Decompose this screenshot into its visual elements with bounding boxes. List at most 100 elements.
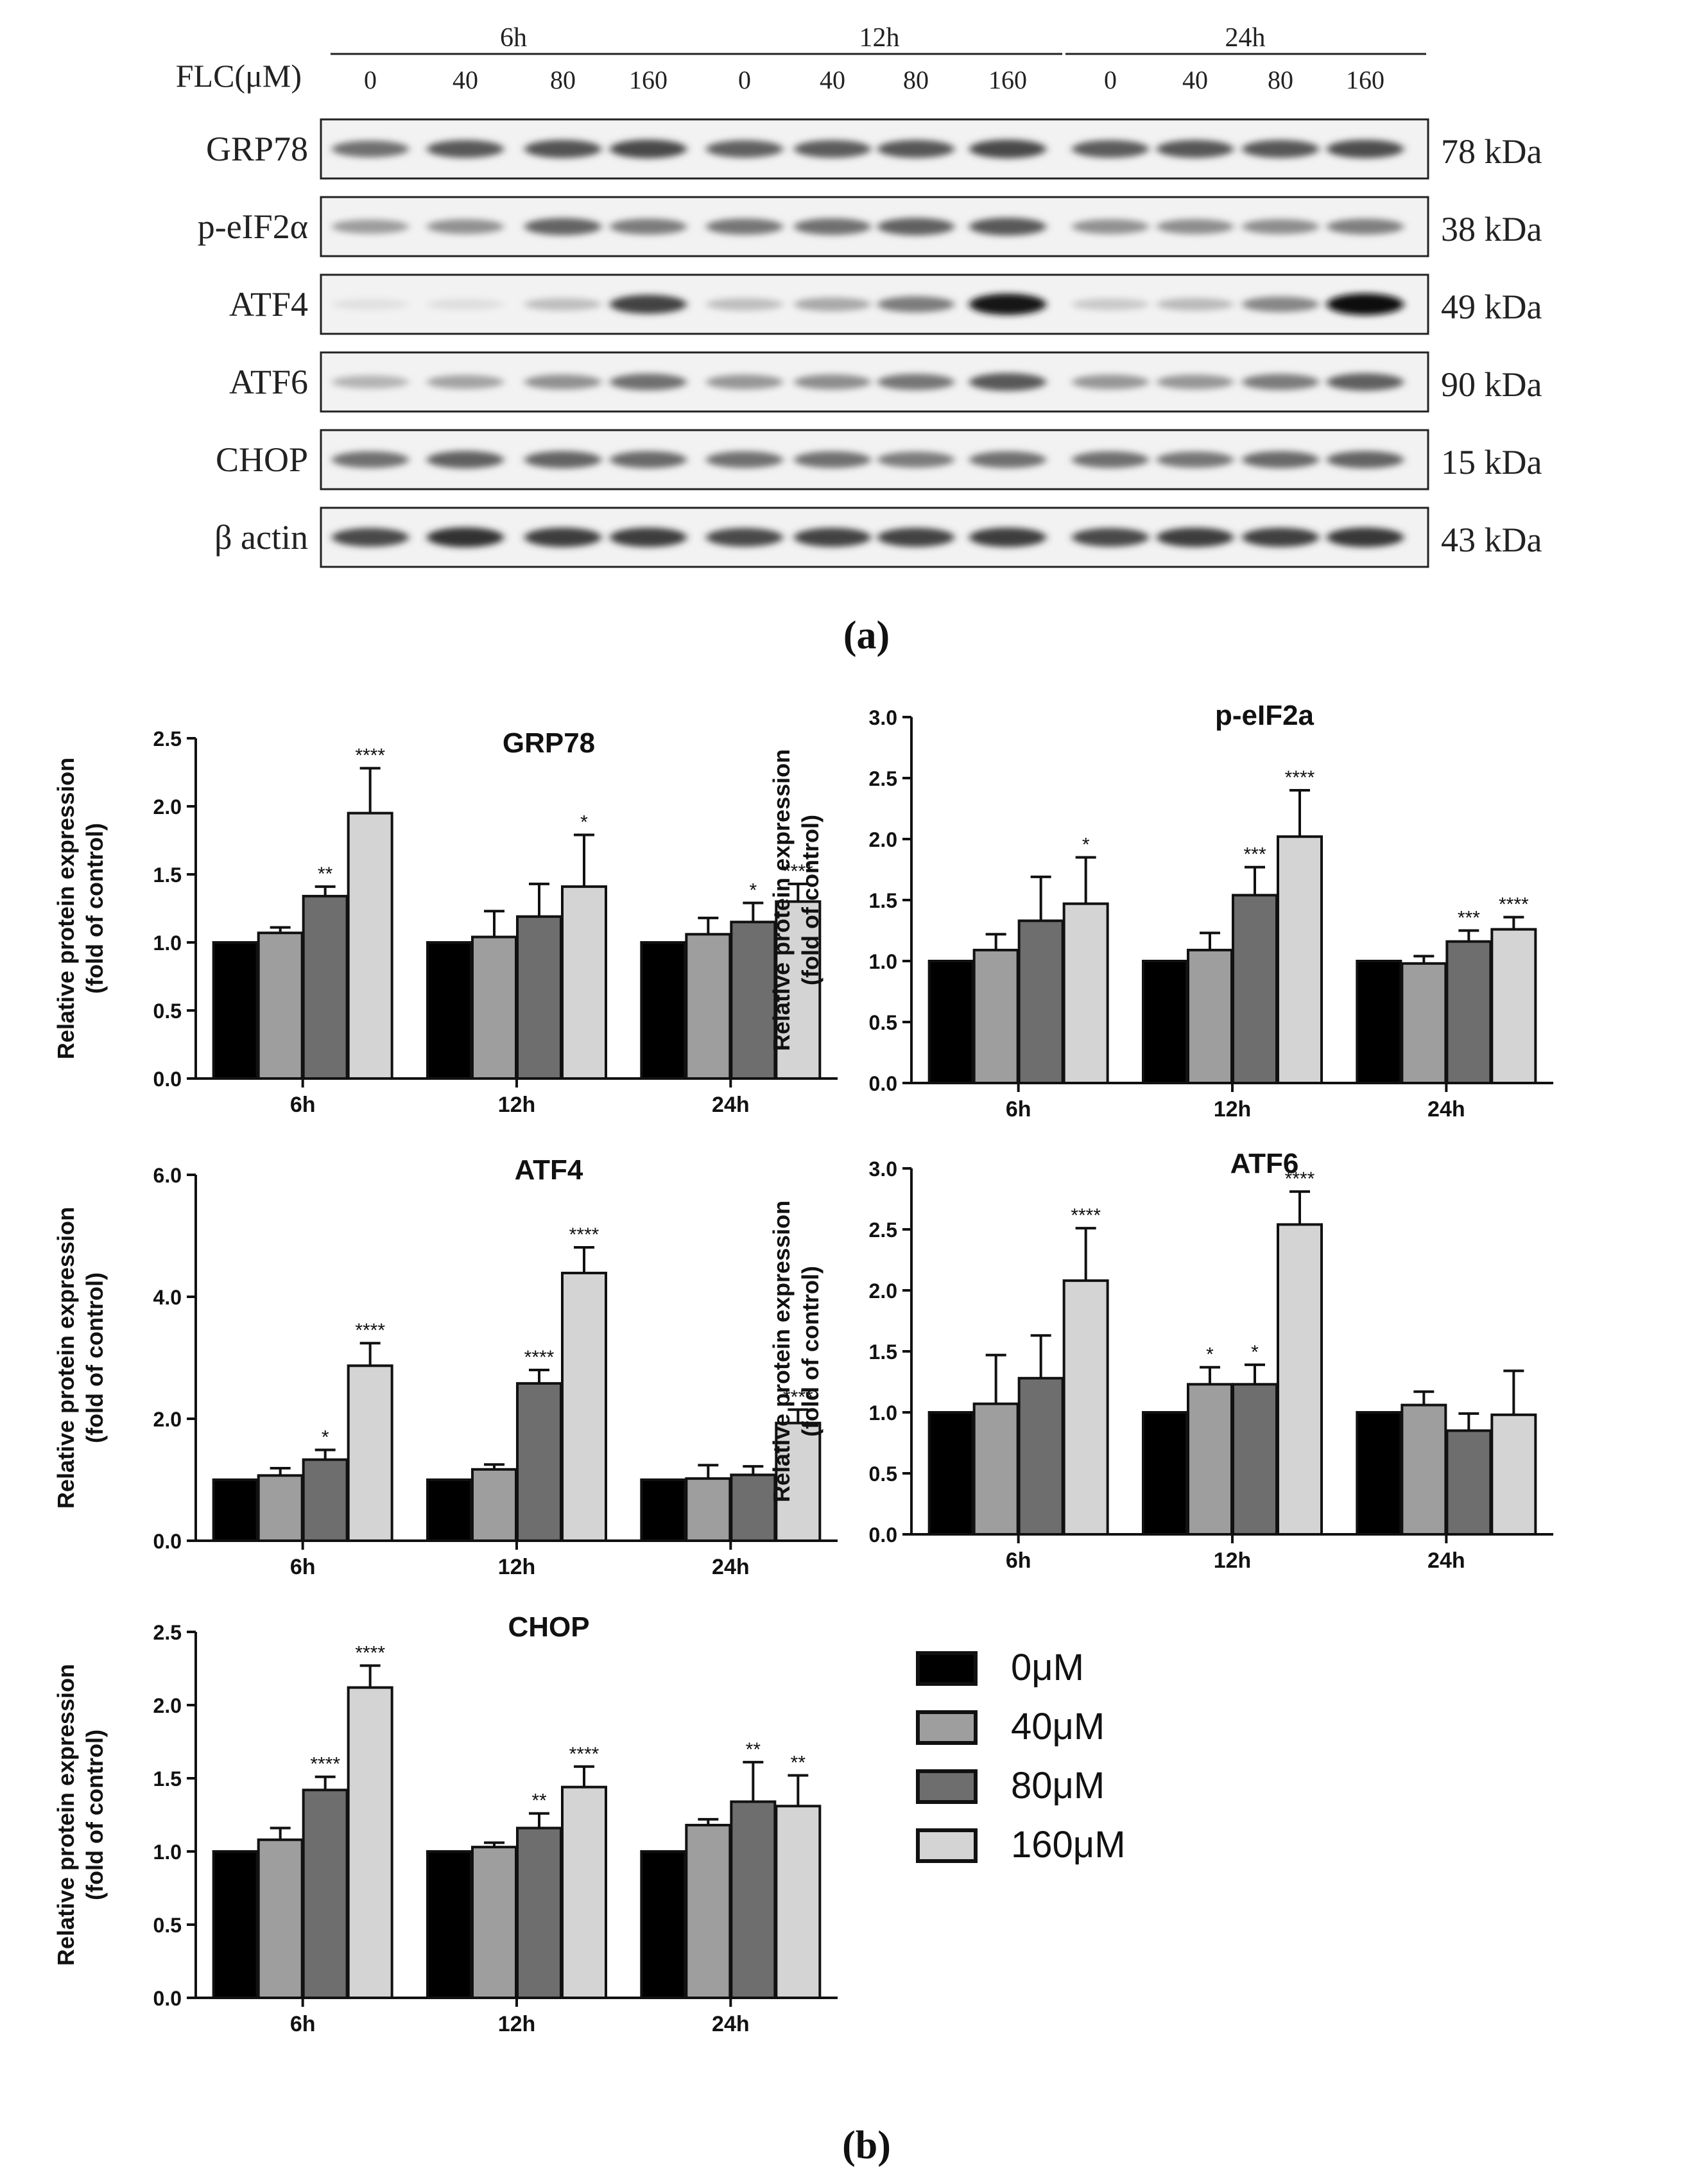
x-tick-label: 12h: [1214, 1097, 1252, 1122]
blot-band: [1157, 298, 1234, 311]
legend-entry: 80μM: [916, 1765, 1105, 1807]
blot-band: [969, 373, 1046, 391]
y-tick-label: 2.5: [869, 1218, 897, 1242]
blot-band: [1327, 293, 1404, 315]
y-tick-label: 0.0: [869, 1523, 897, 1547]
bar: [302, 1458, 349, 1542]
y-tick-label: 3.0: [869, 1157, 897, 1181]
significance-label: ****: [524, 1347, 555, 1368]
kda-label: 15 kDa: [1441, 443, 1542, 481]
time-group-6h-header: 6h: [331, 23, 696, 55]
blot-band: [706, 298, 783, 311]
legend-label: 0μM: [1011, 1647, 1084, 1688]
legend-swatch: [916, 1828, 978, 1863]
blot-band: [427, 527, 504, 548]
blot-row: GRP78 78 kDa: [206, 118, 1542, 180]
bar: [972, 948, 1019, 1085]
blot-band: [877, 374, 954, 390]
significance-label: ****: [355, 1642, 385, 1663]
x-tick-label: 24h: [712, 1093, 750, 1117]
bar: [516, 1826, 562, 2000]
significance-label: ****: [355, 745, 385, 767]
blot-band: [610, 527, 687, 548]
blot-band: [794, 528, 871, 547]
bar-chart-chop: 0.0 0.5 1.0 1.5 2.0 2.5 Relative protein expre…: [53, 1611, 838, 2036]
bar: [426, 1850, 472, 1999]
protein-label: CHOP: [216, 440, 308, 479]
x-tick-label: 6h: [290, 1093, 316, 1117]
dose-label: 80: [903, 65, 929, 94]
bar: [516, 1382, 562, 1542]
panel-a-label: (a): [843, 614, 890, 657]
bar: [927, 1411, 974, 1536]
blot-band: [332, 451, 409, 468]
blot-band: [969, 218, 1046, 236]
dose-label: 160: [988, 65, 1027, 94]
bar: [516, 915, 562, 1080]
blot-band: [1242, 528, 1319, 547]
bar: [212, 941, 259, 1080]
y-tick-label: 0.5: [153, 1914, 182, 1937]
time-group-label: 12h: [859, 23, 900, 53]
dose-label: 160: [629, 65, 668, 94]
y-axis-label: Relative protein expression: [53, 1207, 79, 1509]
bar: [1490, 1413, 1537, 1536]
legend-label: 40μM: [1011, 1706, 1105, 1747]
x-tick-label: 12h: [1214, 1548, 1252, 1573]
bar: [1187, 948, 1233, 1085]
y-tick-label: 0.5: [153, 1000, 182, 1023]
blot-band: [332, 375, 409, 389]
legend: 0μM 40μM 80μM 160μM: [916, 1647, 1126, 1866]
blot-band: [794, 451, 871, 468]
bar: [1062, 902, 1109, 1084]
bar: [1445, 940, 1492, 1084]
y-tick-label: 1.5: [153, 1767, 182, 1790]
y-tick-label: 4.0: [153, 1286, 182, 1309]
y-tick-label: 0.0: [153, 1530, 182, 1553]
blot-band: [969, 451, 1046, 468]
dose-label: 80: [1268, 65, 1293, 94]
blot-band: [969, 527, 1046, 548]
blot-band: [524, 298, 601, 311]
y-tick-label: 0.0: [153, 1987, 182, 2010]
blot-band: [1242, 296, 1319, 313]
protein-label: p-eIF2α: [198, 207, 308, 246]
significance-label: *: [1082, 835, 1090, 856]
bar: [1017, 1376, 1064, 1536]
blot-band: [1327, 218, 1404, 235]
chart-title: ATF6: [1230, 1148, 1299, 1179]
bar: [212, 1478, 259, 1542]
bar: [471, 935, 517, 1080]
y-axis-label: Relative protein expression: [53, 758, 79, 1059]
blot-band: [1242, 219, 1319, 234]
significance-label: *: [580, 812, 588, 833]
blot-band: [794, 297, 871, 311]
significance-label: ****: [310, 1754, 340, 1775]
bar-chart-p-eif2a: 0.0 0.5 1.0 1.5 2.0 2.5 3.0 Relative protein ex…: [768, 700, 1553, 1122]
flc-dose-label: FLC(μM): [176, 58, 302, 94]
blot-band: [427, 299, 504, 310]
significance-label: ***: [1243, 844, 1266, 865]
blot-band: [794, 218, 871, 235]
blot-band: [524, 527, 601, 548]
blot-band: [1072, 374, 1149, 390]
y-tick-label: 1.0: [153, 932, 182, 955]
bar: [1401, 1403, 1447, 1536]
blot-band: [877, 218, 954, 236]
significance-label: *: [1251, 1342, 1259, 1363]
bar: [972, 1402, 1019, 1536]
x-tick-label: 12h: [498, 1093, 536, 1117]
y-axis-label: (fold of control): [797, 815, 823, 985]
dose-label: 0: [738, 65, 751, 94]
significance-label: **: [318, 863, 333, 885]
bar: [347, 1364, 393, 1543]
y-tick-label: 0.5: [869, 1011, 897, 1034]
y-tick-label: 1.5: [869, 889, 897, 912]
blot-band: [969, 293, 1046, 315]
legend-entry: 40μM: [916, 1706, 1105, 1747]
bar: [927, 960, 974, 1084]
y-axis-label: (fold of control): [82, 1729, 108, 1900]
bar: [1142, 960, 1188, 1084]
y-tick-label: 2.0: [153, 1408, 182, 1431]
